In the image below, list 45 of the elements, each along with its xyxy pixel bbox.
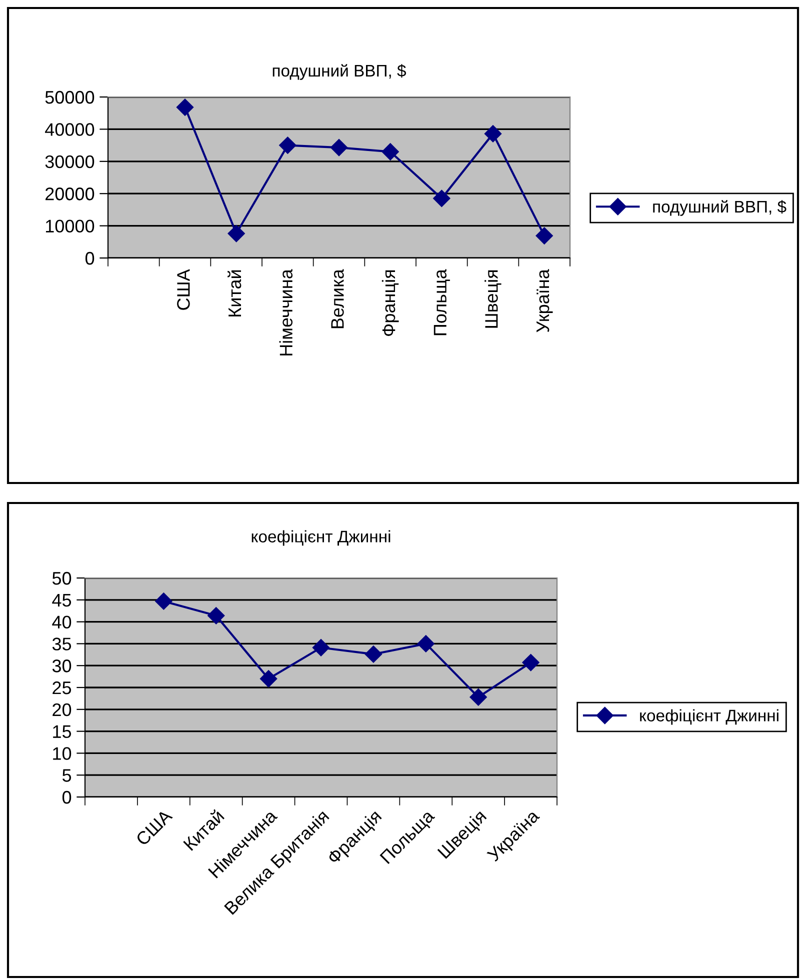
legend-label: коефіцієнт Джинні — [640, 709, 778, 725]
chart-title: подушний ВВП, $ — [272, 64, 406, 80]
chart-title: коефіцієнт Джинні — [252, 530, 390, 546]
x-tick-label: Франція — [382, 270, 399, 336]
y-tick-label: 0 — [85, 252, 94, 265]
y-tick-label: 5 — [62, 769, 72, 782]
y-tick-label: 25 — [52, 681, 72, 694]
x-tick-label: Україна — [536, 269, 553, 332]
x-tick-label: США — [177, 269, 190, 310]
legend-label: подушний ВВП, $ — [653, 200, 786, 216]
y-tick-label: 0 — [62, 790, 72, 804]
y-tick-label: 45 — [52, 594, 72, 607]
point — [382, 143, 399, 160]
x-tick-label: Велика — [331, 269, 344, 328]
point — [364, 646, 382, 663]
y-tick-label: 15 — [53, 725, 72, 738]
point — [279, 136, 296, 154]
point — [484, 125, 502, 142]
point — [208, 607, 225, 624]
point — [155, 592, 172, 610]
point — [433, 190, 450, 207]
point — [522, 654, 540, 672]
y-tick-label: 50 — [52, 572, 72, 585]
y-tick-label: 30000 — [45, 155, 94, 168]
y-tick-label: 50000 — [45, 90, 94, 104]
y-tick-label: 30 — [52, 660, 72, 672]
point — [260, 670, 278, 688]
y-tick-label: 10 — [53, 747, 72, 760]
x-tick-label: Польща — [434, 269, 450, 336]
y-tick-label: 20 — [52, 703, 72, 716]
y-tick-label: 40 — [52, 616, 72, 629]
point — [536, 227, 553, 244]
x-tick-label: Китай — [228, 270, 242, 316]
y-tick-label: 10000 — [46, 220, 94, 233]
y-tick-label: 35 — [52, 638, 72, 650]
point — [417, 635, 434, 652]
point — [470, 688, 487, 706]
point — [312, 639, 330, 656]
point — [228, 224, 245, 242]
y-tick-label: 20000 — [46, 188, 94, 200]
y-tick-label: 40000 — [45, 123, 94, 136]
point — [176, 98, 194, 116]
x-tick-label: Швеція — [484, 270, 502, 328]
point — [330, 139, 348, 156]
x-tick-label: Німеччина — [279, 269, 293, 356]
